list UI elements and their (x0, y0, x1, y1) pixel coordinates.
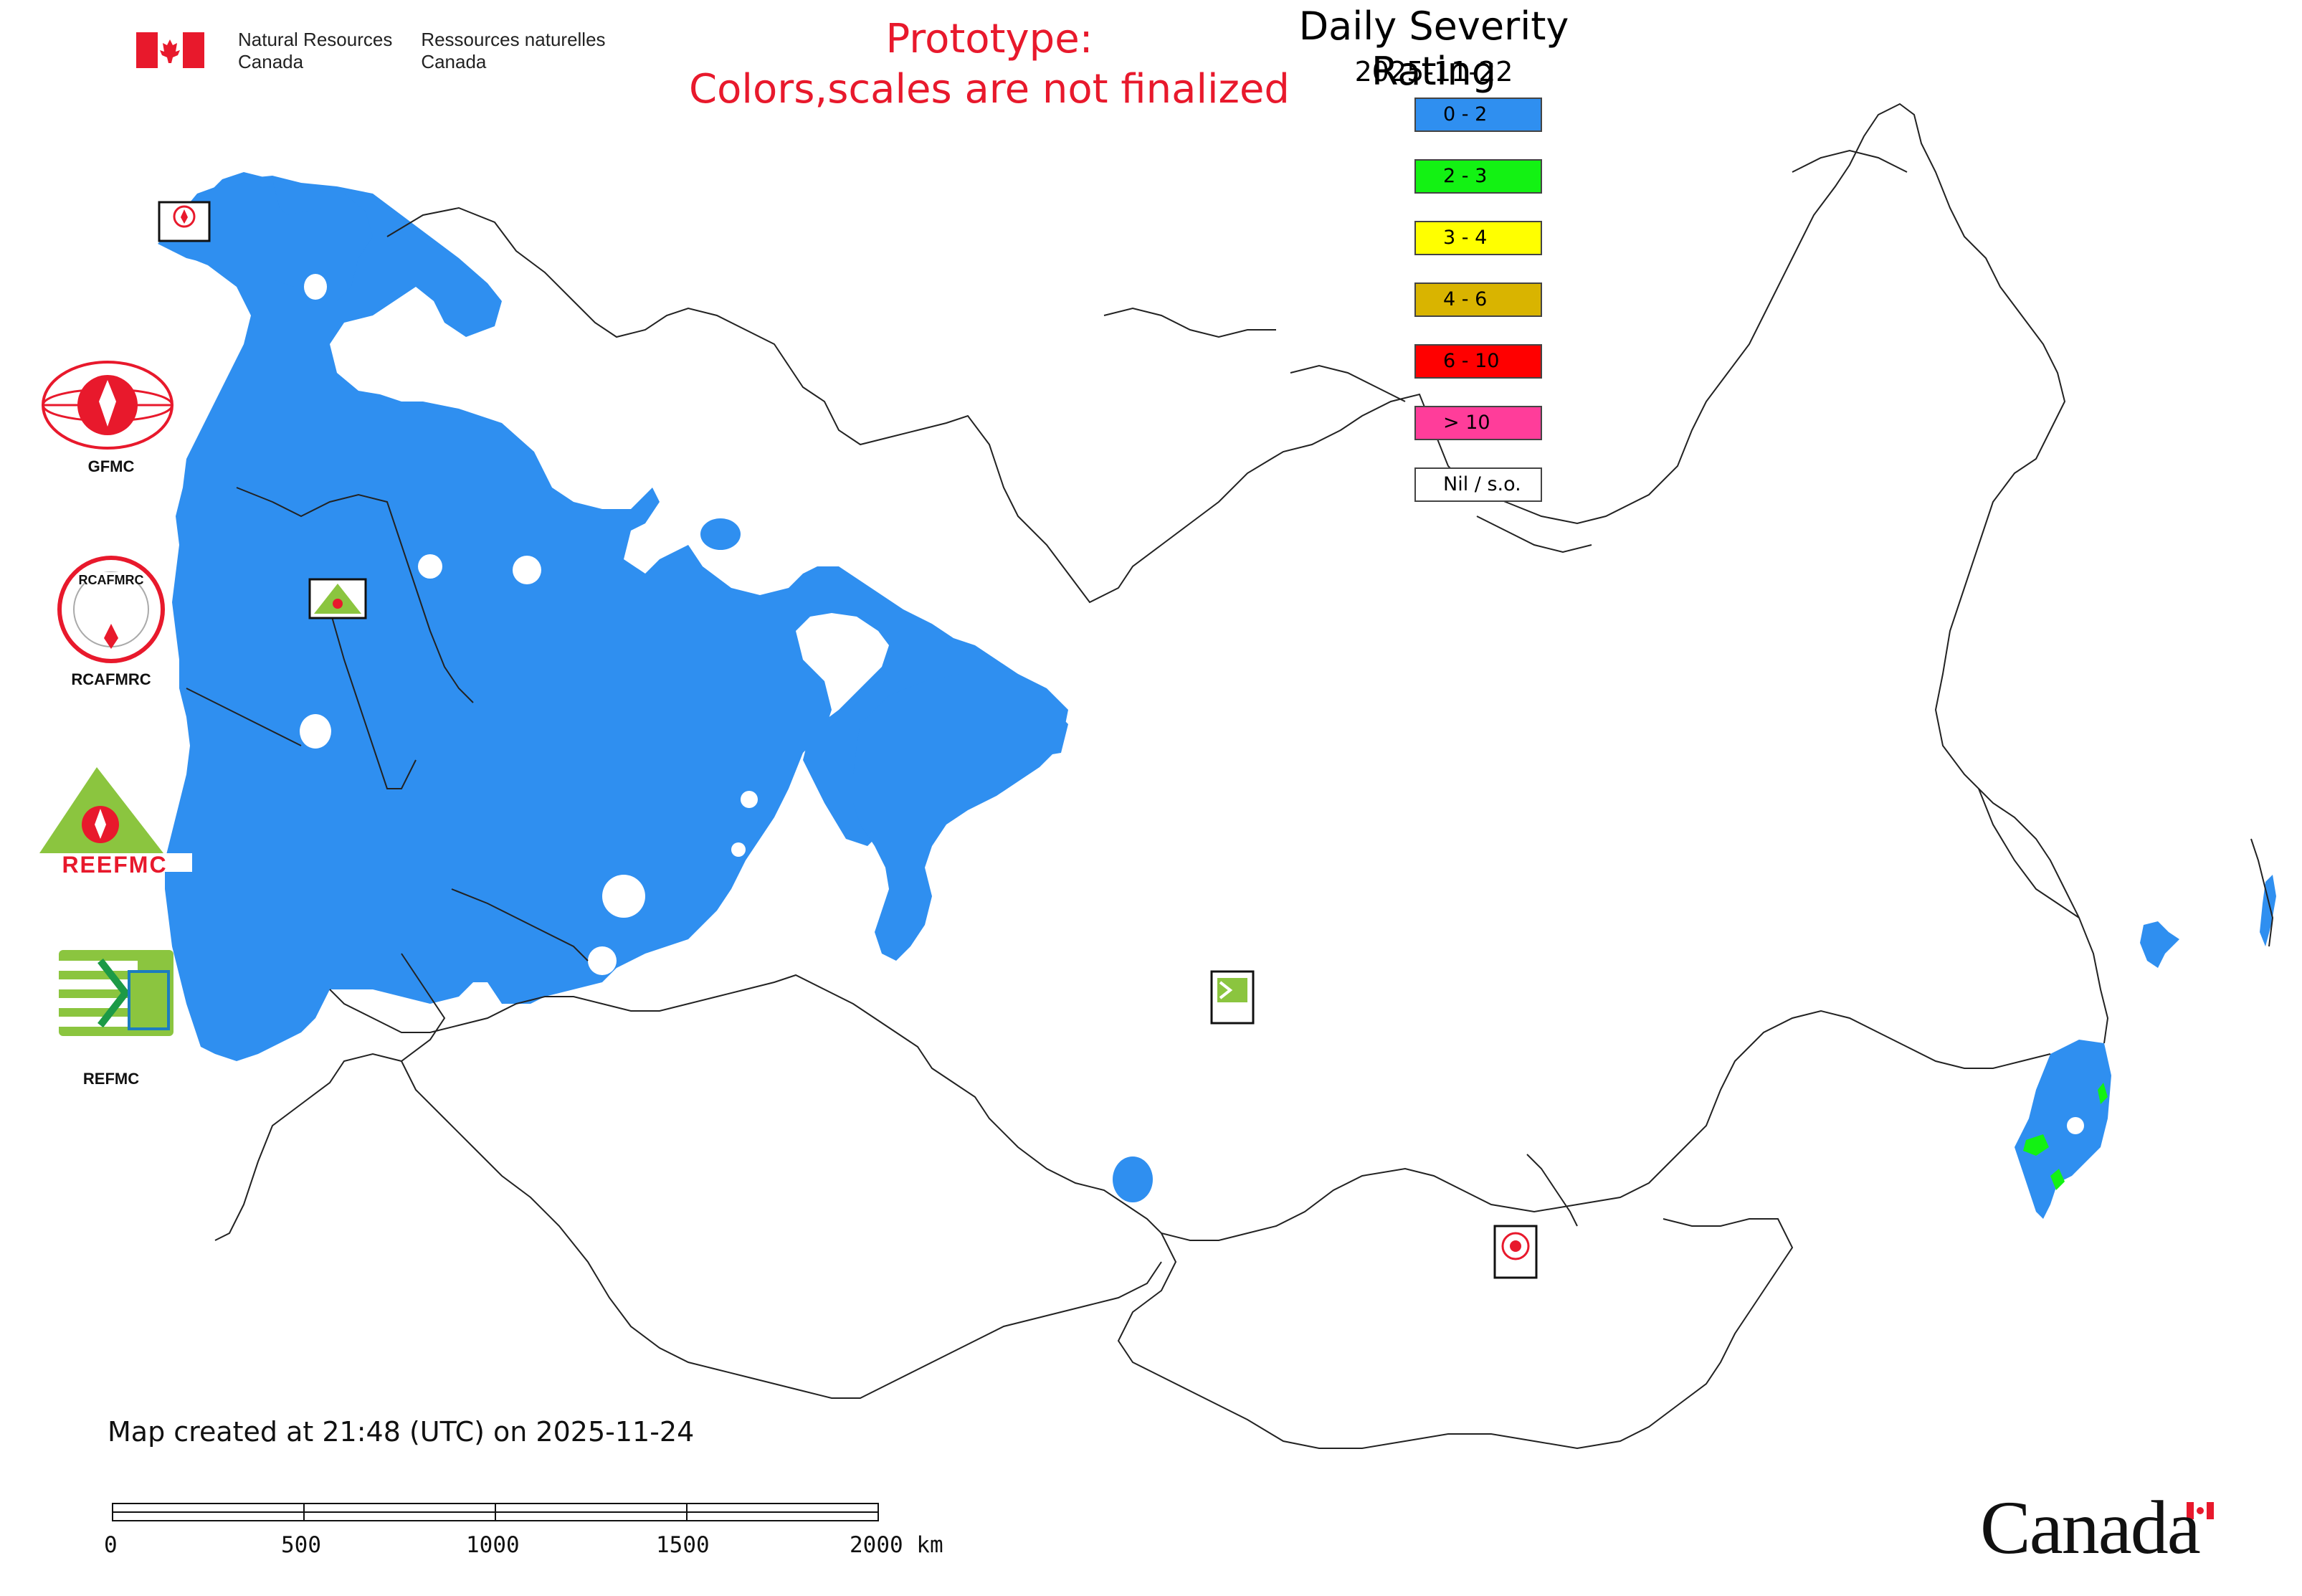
svg-text:RCAFMRC: RCAFMRC (79, 573, 144, 587)
rcafmrc-logo: RCAFMRC (57, 556, 165, 663)
scale-label: 1000 (466, 1532, 520, 1558)
dsr-low-region (158, 172, 2276, 1219)
dsr-gaps (300, 274, 2084, 1134)
refmc-small-badge (1210, 970, 1255, 1025)
legend-item: 4 - 6 (1414, 282, 1542, 317)
reefmc-label-text: REEFMC (62, 852, 168, 878)
gfmc-logo (42, 361, 173, 450)
canada-wordmark-flag-icon (2187, 1502, 2214, 1519)
legend-item: Nil / s.o. (1414, 467, 1542, 502)
scale-label: 2000 km (850, 1532, 943, 1558)
reefmc-label: REEFMC (36, 852, 194, 878)
agency-en-line2: Canada (238, 51, 304, 72)
legend-date: 2025-11-22 (1354, 56, 1513, 87)
dsr-23-patches (2023, 1083, 2108, 1190)
legend-item: 2 - 3 (1414, 159, 1542, 194)
rcafmrc-label: RCAFMRC (71, 670, 151, 688)
legend-item: 3 - 4 (1414, 221, 1542, 255)
legend-item-label: 0 - 2 (1443, 103, 1488, 125)
rcafmrc-small-badge (1493, 1225, 1538, 1279)
agency-fr: Ressources naturelles Canada (421, 29, 605, 73)
agency-en-line1: Natural Resources (238, 29, 393, 50)
gfmc-label: GFMC (87, 457, 135, 475)
legend-item-label: 3 - 4 (1443, 227, 1488, 249)
legend-title: Daily Severity Rating (1298, 4, 1569, 94)
canada-wordmark: Canada (1980, 1486, 2201, 1569)
canada-flag-icon (136, 32, 204, 68)
refmc-label: REFMC (82, 1070, 140, 1088)
gfmc-small-badge (158, 201, 211, 242)
scale-bar (112, 1503, 879, 1521)
map-created-text: Map created at 21:48 (UTC) on 2025-11-24 (108, 1416, 695, 1448)
agency-fr-line1: Ressources naturelles (421, 29, 606, 50)
legend-item-label: Nil / s.o. (1443, 473, 1521, 495)
scale-label: 500 (281, 1532, 321, 1558)
legend-item: 0 - 2 (1414, 98, 1542, 132)
legend-item-label: > 10 (1443, 412, 1490, 434)
legend-item: 6 - 10 (1414, 344, 1542, 379)
agency-fr-line2: Canada (421, 51, 487, 72)
prototype-line2: Colors,scales are not finalized (689, 66, 1290, 113)
prototype-notice: Prototype: Colors,scales are not finaliz… (609, 14, 1369, 115)
legend-item-label: 4 - 6 (1443, 288, 1488, 310)
boundaries (186, 103, 2274, 1450)
nrcan-signature: Natural Resources Canada Ressources natu… (136, 29, 606, 73)
scale-label: 1500 (656, 1532, 710, 1558)
reefmc-logo (36, 767, 192, 872)
agency-en: Natural Resources Canada (238, 29, 392, 73)
legend-item: > 10 (1414, 406, 1542, 440)
reefmc-small-badge (308, 578, 367, 619)
prototype-line1: Prototype: (885, 16, 1093, 62)
refmc-logo (59, 950, 173, 1036)
legend-item-label: 6 - 10 (1443, 350, 1500, 372)
scale-label: 0 (104, 1532, 118, 1558)
legend-item-label: 2 - 3 (1443, 165, 1488, 187)
